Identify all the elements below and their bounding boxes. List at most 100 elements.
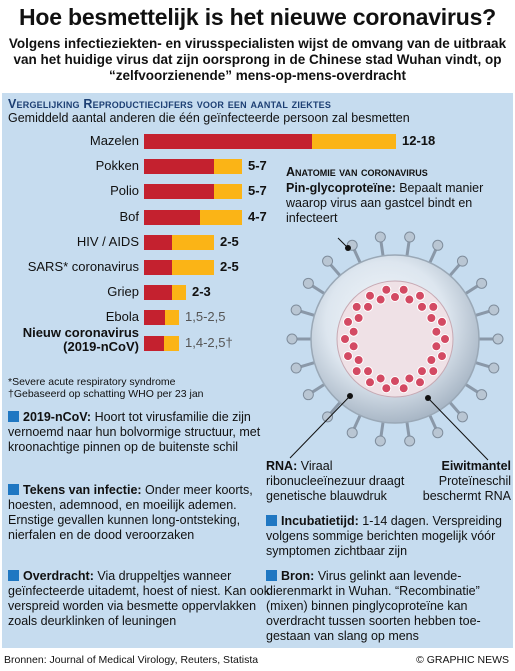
bar-label: Griep [107, 284, 139, 300]
bar-label: Bof [119, 208, 139, 224]
rna-bead [428, 301, 439, 312]
spike-stem [352, 247, 363, 266]
spike-head [492, 333, 504, 345]
bar-low [144, 260, 172, 275]
bar-value-label: 4-7 [248, 208, 267, 224]
info-bron-key: Bron: [281, 569, 315, 583]
spike-head [374, 231, 386, 243]
eiwit-pointer [427, 397, 489, 461]
bar-low [144, 234, 172, 250]
info-incubatie: Incubatietijd: 1-14 dagen. Verspreiding … [266, 514, 510, 559]
rna-bead [404, 294, 415, 305]
rna-strand [340, 284, 450, 394]
bar-high [312, 134, 396, 149]
spike-stem [352, 412, 363, 431]
bar-value-label: 5-7 [248, 158, 267, 174]
spike-head [404, 435, 416, 447]
rna-bead [365, 377, 375, 388]
bar-value-label: 1,4-2,5† [185, 334, 233, 350]
info-overdracht: Overdracht: Via druppeltjes wanneer geïn… [8, 569, 270, 629]
spike-stem [427, 247, 438, 266]
bar [144, 310, 179, 326]
bar-high [172, 285, 186, 301]
rna-pointer-dot [347, 393, 353, 399]
rna-bead [404, 373, 415, 384]
rna-bead [390, 292, 400, 302]
rna-bead [348, 341, 359, 352]
spike-stem [463, 382, 480, 395]
bar-value-label: 2-3 [192, 284, 211, 300]
rna-bead [375, 373, 386, 384]
spike-head [432, 427, 444, 439]
rna-bead [431, 326, 442, 337]
rna-bead [340, 334, 350, 344]
bar-value-label: 2-5 [220, 233, 239, 249]
info-overdracht-key: Overdracht: [23, 569, 94, 583]
bar-high [214, 184, 242, 200]
bar-low [144, 285, 172, 301]
rna-bead [416, 301, 427, 312]
spike-stem [405, 419, 411, 439]
spike-head [322, 255, 334, 267]
rna-bead [375, 294, 386, 305]
chart-footnotes: *Severe acute respiratory syndrome †Geba… [8, 376, 278, 400]
rna-bead [440, 334, 450, 344]
bullet-square-icon [266, 570, 277, 581]
spike-stem [298, 309, 317, 318]
anatomy-title: Anatomie van coronavirus [286, 165, 428, 179]
spike-head [290, 362, 302, 374]
spike-stem [379, 239, 385, 259]
spike-stem [328, 262, 343, 279]
rna-bead [390, 376, 400, 386]
bar-label: Ebola [105, 309, 139, 325]
bar-low [144, 134, 312, 149]
bar [144, 159, 242, 175]
pin-pointer-dot [345, 245, 351, 251]
rna-bead [436, 316, 447, 327]
bar-label: Pokken [95, 158, 139, 174]
spike-stem [447, 399, 462, 416]
bar [144, 285, 186, 301]
spike-stem [310, 382, 327, 395]
rna-desc: Viraal ribonucleeïnezuur draagt genetisc… [266, 459, 405, 503]
bar-high [172, 260, 214, 275]
info-overdracht-text: Via druppeltjes wanneer geïnfecteerde ui… [8, 569, 270, 628]
rna-bead [415, 377, 425, 388]
spike-head [456, 255, 468, 267]
rna-bead [365, 290, 375, 301]
bar-label: SARS* coronavirus [27, 259, 139, 274]
bullet-square-icon [8, 484, 19, 495]
rna-pointer [289, 395, 351, 459]
rna-bead [415, 290, 425, 301]
bar-label: HIV / AIDS [76, 233, 139, 249]
anatomy-pin-text: Pin-glycoproteïne: Bepaalt manier waarop… [286, 181, 508, 226]
spike-glycoproteins [286, 231, 504, 447]
chart-title: Vergelijking Reproductiecijfers voor een… [8, 97, 332, 111]
bar-high [172, 234, 214, 250]
bar [144, 134, 396, 149]
rna-key: RNA: [266, 459, 298, 473]
spike-head [488, 304, 500, 316]
eiwit-pointer-dot [425, 395, 431, 401]
spike-head [476, 277, 488, 289]
spike-head [404, 231, 416, 243]
rna-bead [353, 313, 364, 323]
bar-low [144, 209, 200, 225]
rna-bead [381, 383, 392, 394]
bar-low [144, 184, 214, 200]
spike-stem [405, 239, 411, 259]
pin-key: Pin-glycoproteïne: [286, 181, 396, 195]
rna-bead [436, 351, 447, 362]
rna-bead [343, 351, 354, 362]
rna-bead [426, 355, 437, 365]
spike-stem [328, 399, 343, 416]
info-tekens-key: Tekens van infectie: [23, 483, 142, 497]
info-tekens: Tekens van infectie: Onder meer koorts, … [8, 483, 278, 543]
spike-head [456, 411, 468, 423]
footnote-sars: *Severe acute respiratory syndrome [8, 376, 176, 388]
bar-low [144, 159, 214, 175]
rna-bead [363, 366, 374, 377]
spike-head [476, 389, 488, 401]
spike-stem [447, 262, 462, 279]
chart-subtitle: Gemiddeld aantal anderen die één geïnfec… [8, 111, 410, 125]
